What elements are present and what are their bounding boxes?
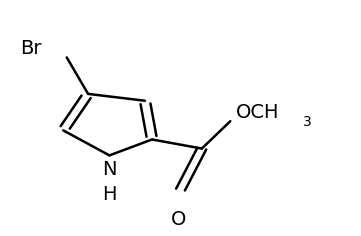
- Text: 3: 3: [303, 115, 312, 129]
- Text: OCH: OCH: [236, 103, 279, 122]
- Text: Br: Br: [21, 39, 42, 58]
- Text: H: H: [102, 185, 117, 204]
- Text: N: N: [102, 160, 117, 179]
- Text: O: O: [171, 210, 186, 229]
